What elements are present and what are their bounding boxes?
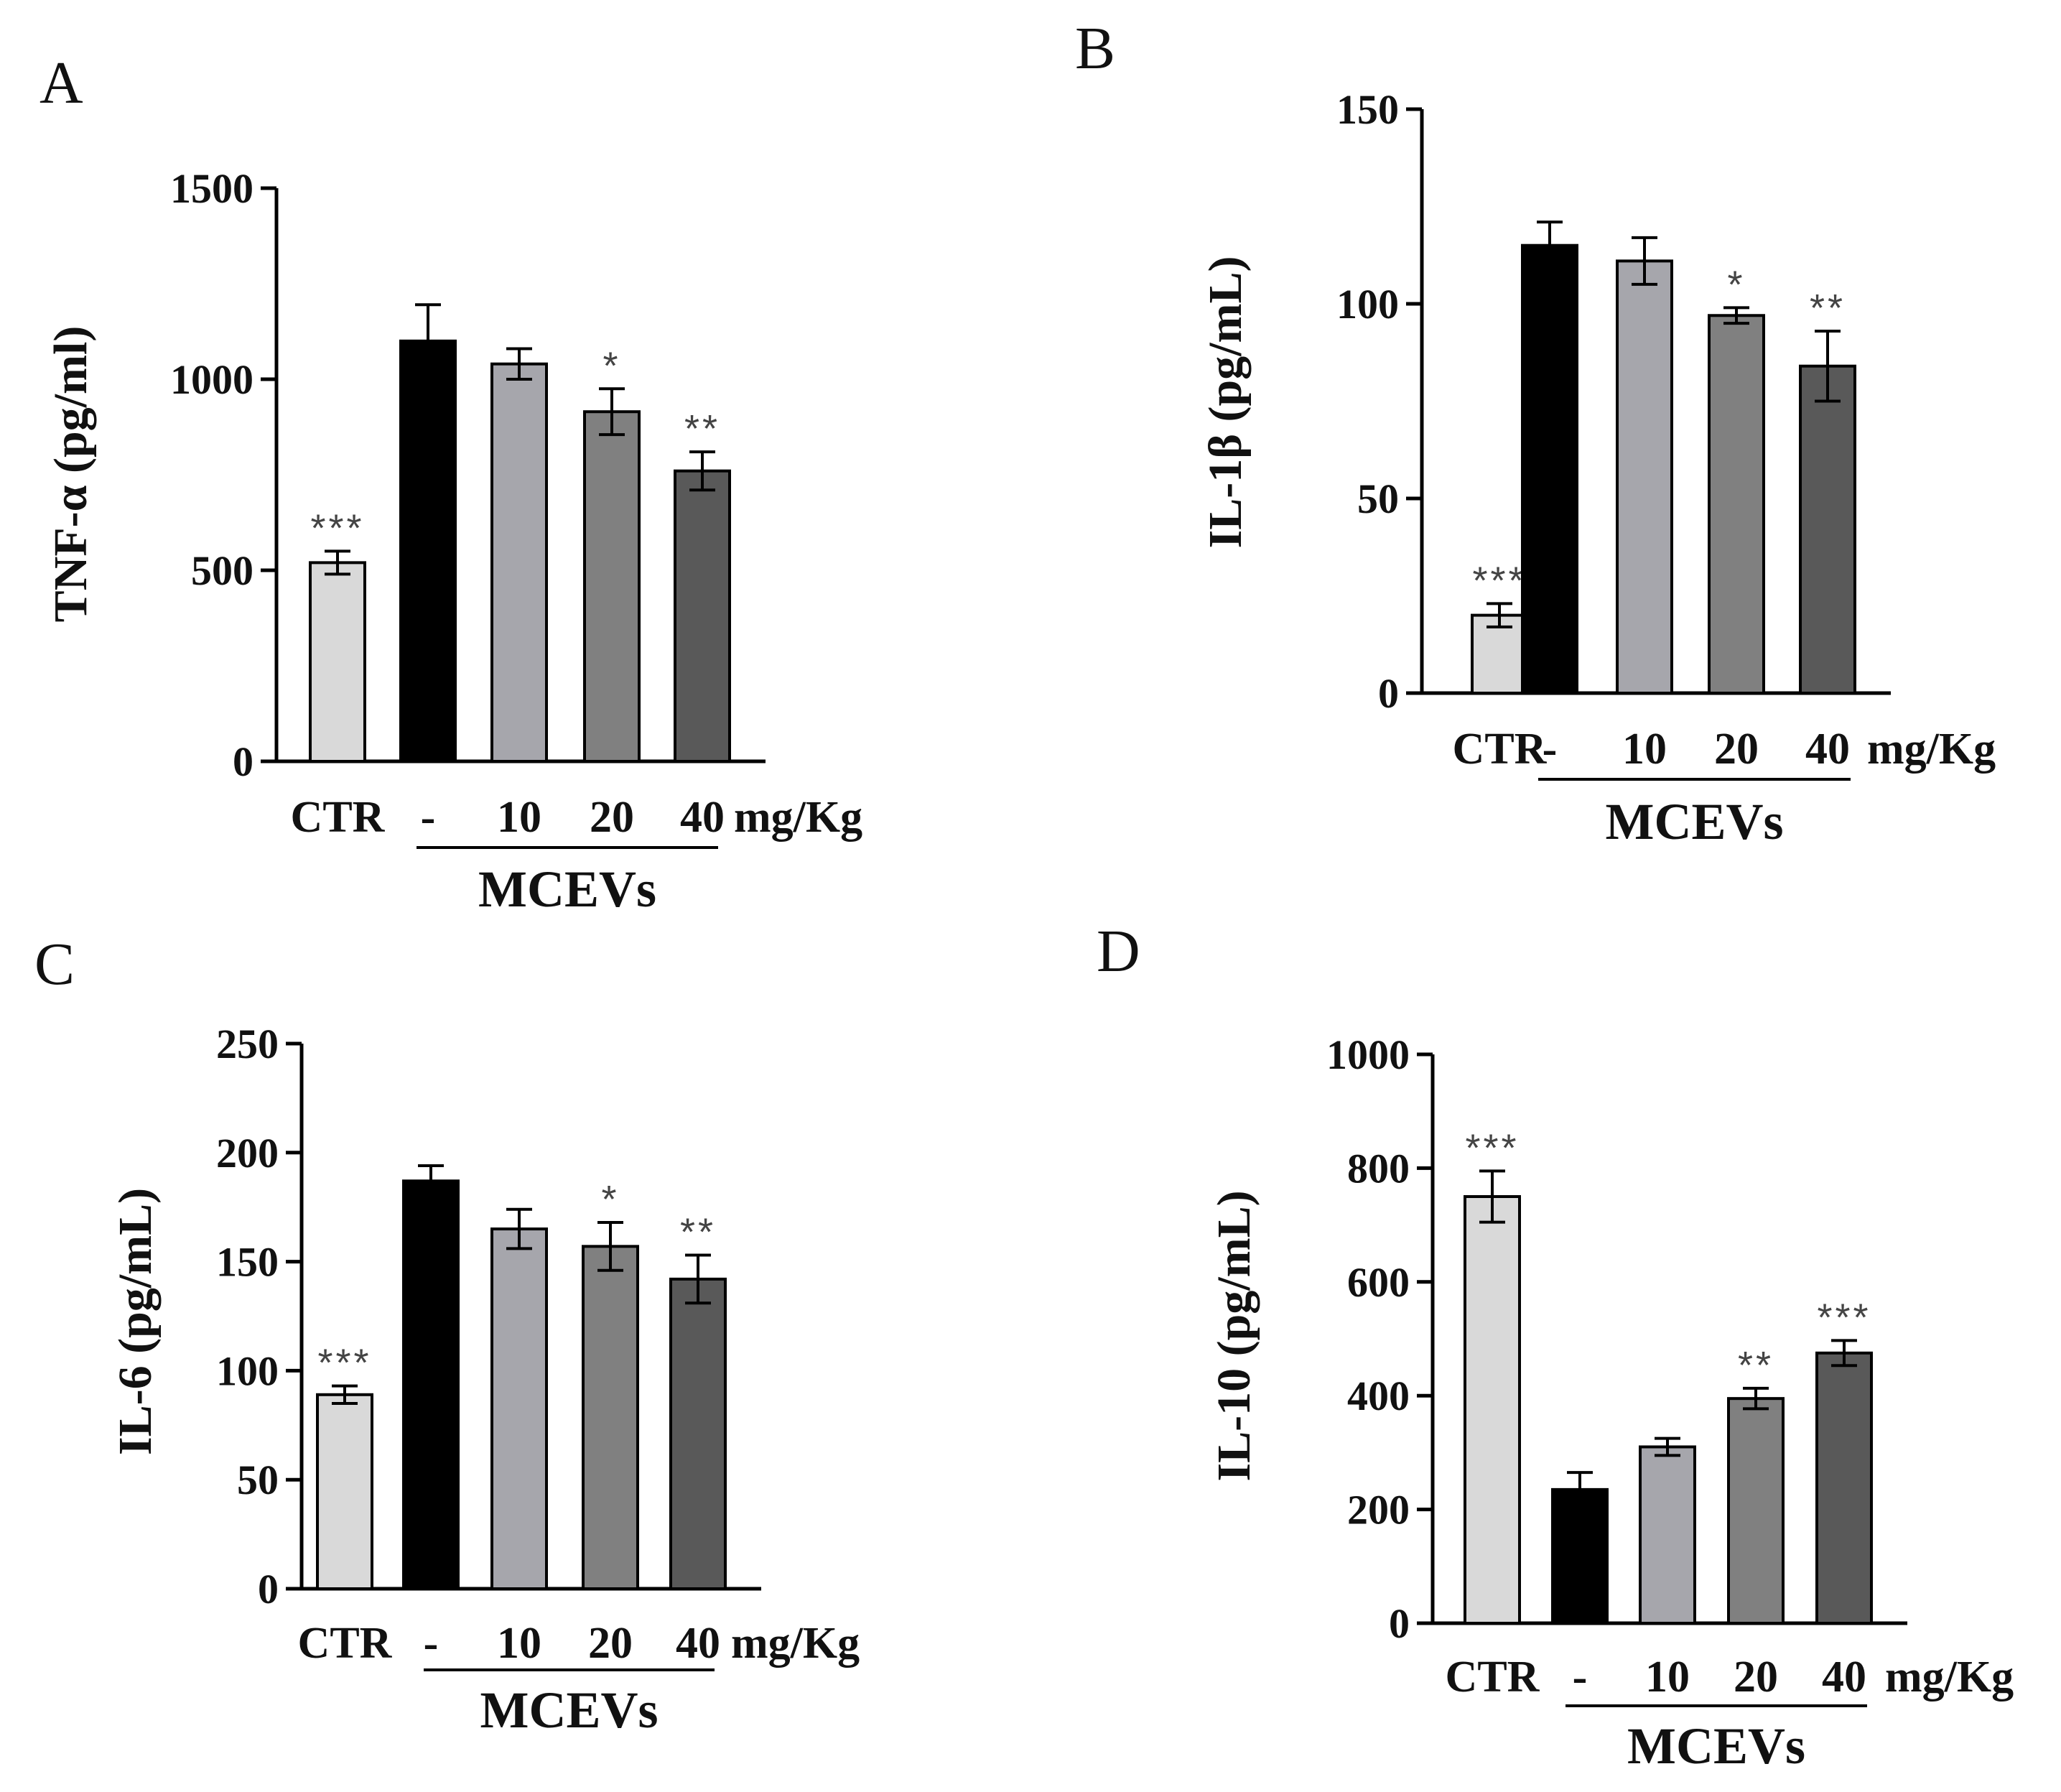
y-tick-label: 800 [1347, 1145, 1410, 1192]
x-tick-label: CTR [291, 793, 386, 842]
x-tick-label: 40 [676, 1619, 720, 1668]
y-tick-label: 150 [216, 1239, 279, 1286]
bar [402, 1179, 460, 1590]
x-tick-label: - [1573, 1653, 1588, 1702]
panel-c: C 0 50 100 150 200 250 IL-6 (pg/mL) *** CTR - 10 * 2… [34, 931, 860, 1739]
x-tick-label: CTR [1453, 725, 1548, 774]
y-tick-label: 100 [216, 1347, 279, 1394]
panel-b: B 0 50 100 150 IL-1β (pg/mL) *** CTR- 10 * 20 ** 40… [1075, 15, 1996, 850]
x-tick-label: CTR [1446, 1653, 1540, 1702]
bar [1815, 1351, 1873, 1625]
y-tick-label: 150 [1336, 86, 1399, 133]
y-tick-label: 600 [1347, 1259, 1410, 1306]
significance-label: ** [1810, 287, 1846, 330]
bar [1616, 259, 1673, 695]
bar [1799, 364, 1856, 695]
panel-letter: C [34, 931, 75, 998]
y-tick-label: 200 [1347, 1487, 1410, 1533]
bar [309, 561, 366, 763]
bar [1727, 1397, 1785, 1625]
unit-label: mg/Kg [1885, 1653, 2014, 1702]
y-tick-label: 0 [1389, 1600, 1410, 1647]
bar [583, 410, 641, 763]
y-axis-label: TNF-α (pg/ml) [45, 326, 97, 623]
significance-label: * [1727, 263, 1745, 306]
y-tick-label: 0 [258, 1566, 279, 1612]
bar [1521, 243, 1578, 695]
significance-label: *** [317, 1342, 371, 1385]
y-tick-label: 200 [216, 1130, 279, 1176]
bar [1708, 314, 1765, 695]
x-tick-label: 40 [1805, 725, 1850, 774]
group-label: MCEVs [480, 1681, 659, 1739]
x-tick-label: 40 [680, 793, 725, 842]
bar [316, 1393, 373, 1591]
y-tick-label: 500 [191, 547, 253, 594]
y-axis-label: IL-6 (pg/mL) [109, 1188, 162, 1455]
x-tick-label: 10 [1622, 725, 1667, 774]
significance-label: ** [684, 407, 720, 450]
y-tick-label: 250 [216, 1021, 279, 1067]
unit-label: mg/Kg [734, 793, 862, 842]
significance-label: * [603, 344, 620, 387]
group-label: MCEVs [478, 860, 656, 918]
y-axis-label: IL-1β (pg/mL) [1199, 256, 1252, 549]
significance-label: *** [1472, 559, 1526, 602]
bar [490, 1227, 548, 1591]
x-tick-label: 20 [590, 793, 634, 842]
bar [1551, 1487, 1609, 1625]
x-tick-label: 10 [497, 1619, 541, 1668]
x-tick-label: - [421, 793, 436, 842]
bar [582, 1245, 639, 1591]
significance-label: *** [310, 506, 364, 549]
significance-label: ** [680, 1210, 716, 1253]
y-tick-label: 0 [233, 738, 253, 785]
bar [674, 469, 731, 763]
bar [399, 339, 457, 763]
x-tick-label: 20 [1714, 725, 1759, 774]
y-tick-label: 50 [237, 1457, 279, 1503]
panel-letter: A [39, 50, 83, 116]
x-tick-label: 40 [1822, 1653, 1866, 1702]
y-tick-label: 0 [1378, 670, 1399, 717]
group-label: MCEVs [1606, 793, 1784, 850]
panel-d: D 0 200 400 600 800 1000 IL-10 (pg/mL) *** CTR - 1… [1097, 918, 2014, 1775]
bar [669, 1277, 727, 1590]
panel-a: A 0 500 1000 1500 TNF-α (pg/ml) *** CTR - 10 * 20 *… [39, 50, 862, 918]
panel-letter: D [1097, 918, 1140, 985]
significance-label: ** [1738, 1344, 1774, 1387]
unit-label: mg/Kg [731, 1619, 860, 1668]
x-tick-label: CTR [298, 1619, 393, 1668]
y-tick-label: 100 [1336, 281, 1399, 328]
bar [490, 362, 548, 763]
x-tick-label: 20 [1734, 1653, 1778, 1702]
y-tick-label: 400 [1347, 1373, 1410, 1419]
y-tick-label: 1000 [1326, 1031, 1410, 1078]
significance-label: *** [1465, 1126, 1519, 1169]
bar [1464, 1195, 1521, 1625]
unit-label: mg/Kg [1867, 725, 1996, 774]
significance-label: * [601, 1178, 619, 1221]
y-tick-label: 50 [1357, 475, 1399, 522]
x-tick-label: 20 [588, 1619, 633, 1668]
bar [1639, 1445, 1696, 1625]
x-tick-label: - [424, 1619, 439, 1668]
y-tick-label: 1000 [170, 356, 253, 403]
panel-letter: B [1075, 15, 1115, 82]
significance-label: *** [1817, 1296, 1871, 1339]
group-label: MCEVs [1627, 1717, 1805, 1775]
x-tick-label: - [1543, 725, 1558, 774]
x-tick-label: 10 [1645, 1653, 1690, 1702]
y-axis-label: IL-10 (pg/mL) [1208, 1190, 1260, 1481]
x-tick-label: 10 [497, 793, 541, 842]
y-tick-label: 1500 [170, 165, 253, 212]
